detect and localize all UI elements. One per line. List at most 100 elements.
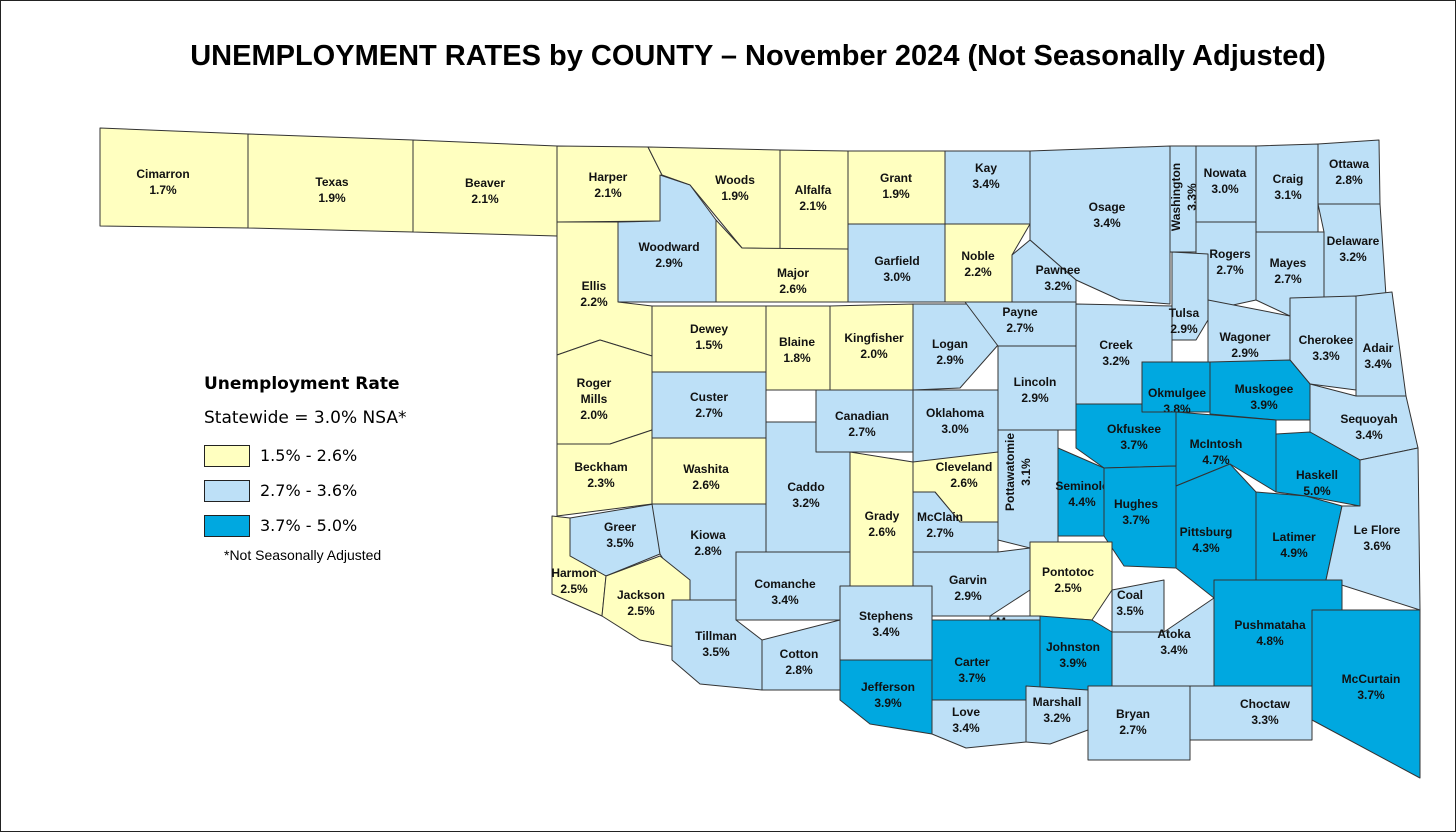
county-beaver: Beaver 2.1% [412,139,558,237]
county-name-oklahoma: Oklahoma [926,406,984,420]
county-rate-osage: 3.4% [1093,216,1121,230]
county-lincoln: Lincoln 2.9% [997,345,1077,431]
county-choctaw: Choctaw 3.3% [1189,685,1313,741]
county-name-harper: Harper [589,170,628,184]
county-name-cimarron: Cimarron [136,167,189,181]
county-rate-payne: 2.7% [1006,321,1034,335]
county-name-pushmataha: Pushmataha [1234,618,1306,632]
county-ottawa: Ottawa 2.8% [1317,139,1381,205]
county-rate-creek: 3.2% [1102,354,1130,368]
county-craig: Craig 3.1% [1255,143,1319,233]
county-name-lincoln: Lincoln [1014,375,1057,389]
county-name-okmulgee: Okmulgee [1148,386,1206,400]
county-shape-tulsa [1171,251,1209,341]
county-name-woodward: Woodward [638,240,699,254]
county-rate-custer: 2.7% [695,406,723,420]
county-rate-le-flore: 3.6% [1363,539,1391,553]
county-rate-cimarron: 1.7% [149,183,177,197]
county-shape-cherokee [1289,295,1357,391]
county-bryan: Bryan 2.7% [1087,685,1191,761]
county-mayes: Mayes 2.7% [1255,231,1325,317]
county-greer: Greer 3.5% [569,503,661,577]
legend-label-mid: 2.7% - 3.6% [260,481,358,500]
county-tulsa: Tulsa 2.9% [1169,251,1209,341]
county-logan: Logan 2.9% [912,303,999,391]
county-rate-hughes: 3.7% [1122,513,1150,527]
county-rate-pontotoc: 2.5% [1054,581,1082,595]
county-rate-atoka: 3.4% [1160,643,1188,657]
county-name-rogers: Rogers [1209,247,1251,261]
county-cotton: Cotton 2.8% [761,619,841,691]
county-rate-cherokee: 3.3% [1312,349,1340,363]
county-caddo: Caddo 3.2% [765,421,851,553]
county-hughes: Hughes 3.7% [1103,465,1177,569]
county-marshall: Marshall 3.2% [1025,685,1089,745]
county-name-jackson: Jackson [617,588,665,602]
legend: Unemployment Rate Statewide = 3.0% NSA* … [204,374,406,563]
county-name-pittsburg: Pittsburg [1180,525,1233,539]
county-name-washita: Washita [683,462,729,476]
county-pontotoc: Pontotoc 2.5% [1029,541,1113,621]
county-rate-woodward: 2.9% [655,256,683,270]
county-name-noble: Noble [961,249,995,263]
county-name-carter: Carter [954,655,990,669]
county-name-muskogee: Muskogee [1235,382,1294,396]
county-name-tulsa: Tulsa [1169,306,1200,320]
county-rate-mayes: 2.7% [1274,272,1302,286]
county-rate-haskell: 5.0% [1303,484,1331,498]
county-name-stephens: Stephens [859,609,913,623]
county-name-payne: Payne [1002,305,1038,319]
legend-swatch-high [204,514,250,537]
county-rate-garvin: 2.9% [954,589,982,603]
county-name-nowata: Nowata [1204,166,1247,180]
county-shape-hughes [1103,465,1177,569]
county-name-creek: Creek [1099,338,1133,352]
county-garvin: Garvin 2.9% [912,547,1031,617]
county-mccurtain: McCurtain 3.7% [1311,609,1421,779]
county-name-kiowa: Kiowa [690,528,726,542]
county-rate-major: 2.6% [779,282,807,296]
county-name-haskell: Haskell [1296,468,1338,482]
county-rate-beckham: 2.3% [587,476,615,490]
county-rate-roger-mills: 2.0% [580,408,608,422]
county-rate-cleveland: 2.6% [950,476,978,490]
county-name-kingfisher: Kingfisher [844,331,904,345]
county-name-mcclain: McClain [917,510,963,524]
county-oklahoma: Oklahoma 3.0% [912,389,999,463]
county-name-kay: Kay [975,161,997,175]
county-name-blaine: Blaine [779,335,815,349]
county-cimarron: Cimarron 1.7% [99,127,249,229]
county-name-sequoyah: Sequoyah [1340,412,1397,426]
county-latimer: Latimer 4.9% [1255,491,1343,581]
county-name-washington: Washington [1169,163,1183,231]
county-cherokee: Cherokee 3.3% [1289,295,1357,391]
county-rate-coal: 3.5% [1116,604,1144,618]
county-rate-latimer: 4.9% [1280,546,1308,560]
county-johnston: Johnston 3.9% [1039,615,1113,691]
county-name-marshall: Marshall [1033,695,1082,709]
county-grant: Grant 1.9% [847,150,946,225]
county-rate-wagoner: 2.9% [1231,346,1259,360]
county-dewey: Dewey 1.5% [651,305,767,373]
county-name-cleveland: Cleveland [936,460,993,474]
county-rate-lincoln: 2.9% [1021,391,1049,405]
county-shape-bryan [1087,685,1191,761]
county-rate-nowata: 3.0% [1211,182,1239,196]
legend-title: Unemployment Rate [204,374,400,394]
county-rate-pottawatomie: 3.1% [1019,458,1033,486]
county-name-adair: Adair [1363,341,1394,355]
county-name-wagoner: Wagoner [1220,330,1271,344]
county-name-grant: Grant [880,171,912,185]
county-canadian: Canadian 2.7% [815,389,914,453]
county-wagoner: Wagoner 2.9% [1207,299,1291,363]
county-payne: Payne 2.7% [964,301,1077,347]
county-rate-pushmataha: 4.8% [1256,634,1284,648]
county-major: Major 2.6% [715,219,849,303]
legend-label-low: 1.5% - 2.6% [260,446,358,465]
county-name-alfalfa: Alfalfa [795,183,832,197]
county-rate-pawnee: 3.2% [1044,279,1072,293]
county-name-pawnee: Pawnee [1036,263,1081,277]
county-pittsburg: Pittsburg 4.3% [1175,463,1257,599]
